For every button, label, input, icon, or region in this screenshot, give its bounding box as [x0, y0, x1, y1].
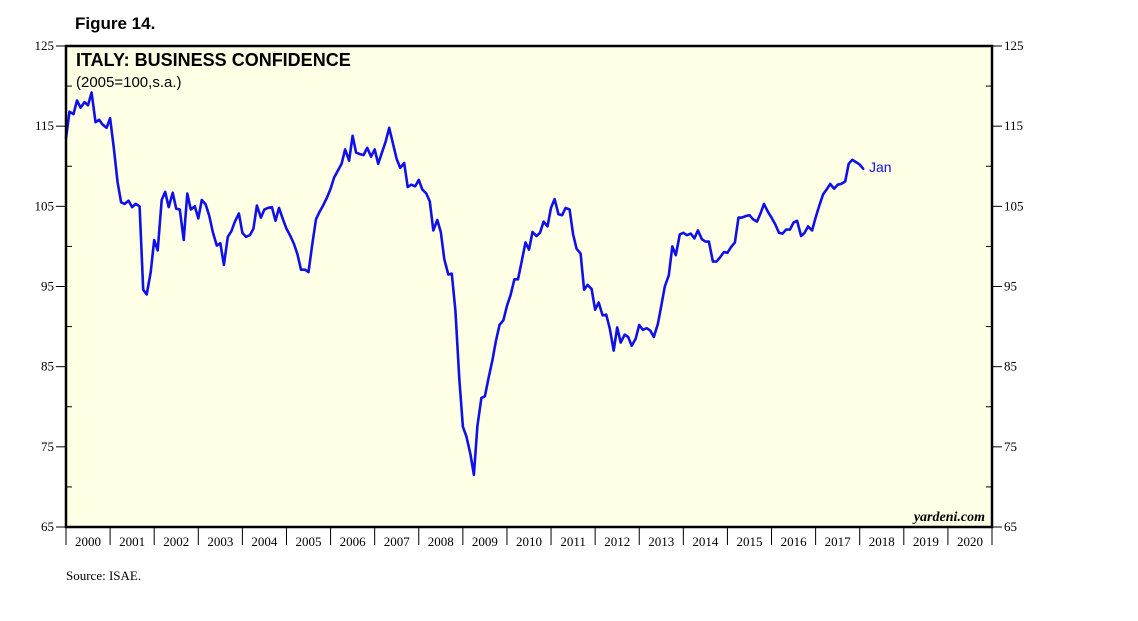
x-tick-label: 2011: [560, 534, 586, 549]
y-tick-label-left: 105: [35, 198, 55, 213]
x-tick-label: 2019: [913, 534, 939, 549]
x-tick-label: 2018: [869, 534, 895, 549]
right-y-axis: 65 75 85 95 105 115 125: [986, 38, 1024, 534]
x-tick-label: 2002: [163, 534, 189, 549]
y-tick-label-right: 125: [1004, 38, 1024, 53]
y-tick-label-right: 95: [1004, 279, 1017, 294]
y-tick-label-left: 85: [41, 359, 54, 374]
x-tick-label: 2015: [736, 534, 762, 549]
x-tick-label: 2001: [119, 534, 145, 549]
plot-frame: [64, 44, 994, 529]
y-tick-label-left: 115: [35, 118, 54, 133]
x-tick-label: 2013: [648, 534, 674, 549]
y-tick-label-right: 85: [1004, 359, 1017, 374]
x-tick-label: 2012: [604, 534, 630, 549]
x-tick-label: 2006: [340, 534, 367, 549]
chart-subtitle: (2005=100,s.a.): [76, 74, 182, 91]
x-tick-label: 2008: [428, 534, 454, 549]
series-line: [64, 91, 865, 477]
plot-area: [66, 46, 992, 527]
end-label: Jan: [869, 159, 892, 175]
chart-title: ITALY: BUSINESS CONFIDENCE: [76, 50, 351, 70]
x-tick-label: 2000: [75, 534, 101, 549]
watermark: yardeni.com: [912, 510, 985, 525]
y-tick-label-right: 105: [1004, 198, 1024, 213]
source-note: Source: ISAE.: [66, 568, 142, 583]
figure-label: Figure 14.: [75, 14, 156, 33]
x-axis: 2000 2001 2002 2003 2004 2005 2006 2007 2008 2009…: [65, 527, 993, 549]
x-tick-label: 2005: [296, 534, 322, 549]
x-tick-label: 2004: [251, 534, 278, 549]
y-tick-label-left: 65: [41, 519, 54, 534]
y-tick-label-right: 65: [1004, 519, 1017, 534]
y-tick-label-right: 75: [1004, 439, 1017, 454]
x-tick-label: 2020: [957, 534, 983, 549]
x-tick-label: 2017: [825, 534, 852, 549]
x-tick-label: 2009: [472, 534, 498, 549]
x-tick-label: 2007: [384, 534, 411, 549]
x-tick-label: 2016: [781, 534, 808, 549]
x-tick-label: 2003: [207, 534, 233, 549]
x-tick-label: 2010: [516, 534, 542, 549]
y-tick-label-right: 115: [1004, 118, 1023, 133]
left-y-axis: 65 75 85 95 105 115 125: [35, 38, 72, 534]
x-tick-label: 2014: [692, 534, 719, 549]
line-chart: 65 75 85 95 105 115 125 65 75 85 95 105 115 125 2000…: [35, 38, 1024, 549]
y-tick-label-left: 75: [41, 439, 54, 454]
y-tick-label-left: 95: [41, 279, 54, 294]
y-tick-label-left: 125: [35, 38, 55, 53]
